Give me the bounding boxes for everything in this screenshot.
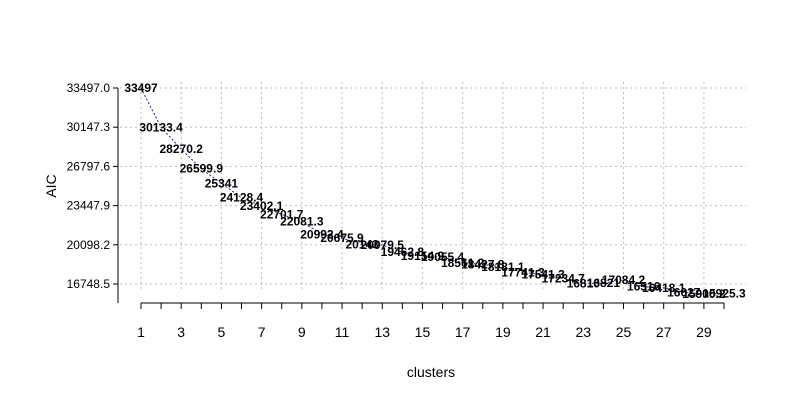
data-label: 15925.3 bbox=[702, 287, 746, 301]
axes: 16748.5 20098.2 23447.9 26797.6 30147.3 33497… bbox=[67, 81, 725, 340]
y-tick-label: 30147.3 bbox=[67, 120, 111, 134]
data-label: 16821 bbox=[587, 276, 621, 290]
x-tick-label: 19 bbox=[495, 324, 511, 340]
data-label: 23402.1 bbox=[240, 199, 284, 213]
data-label: 28270.2 bbox=[160, 142, 204, 156]
y-tick-label: 26797.6 bbox=[67, 159, 111, 173]
data-label: 20675.9 bbox=[320, 231, 364, 245]
x-tick-label: 29 bbox=[696, 324, 712, 340]
x-tick-label: 1 bbox=[137, 324, 145, 340]
data-label: 16810 bbox=[567, 276, 601, 290]
y-tick-label: 20098.2 bbox=[67, 238, 111, 252]
y-axis-title: AIC bbox=[43, 174, 59, 197]
x-tick-label: 9 bbox=[298, 324, 306, 340]
x-tick-label: 11 bbox=[335, 324, 350, 340]
x-tick-label: 17 bbox=[455, 324, 471, 340]
data-label: 18561.2 bbox=[441, 256, 485, 270]
x-tick-label: 13 bbox=[374, 324, 390, 340]
grid bbox=[120, 82, 746, 292]
data-label: 16516 bbox=[627, 280, 661, 294]
data-label: 30133.4 bbox=[139, 120, 183, 134]
x-axis-title: clusters bbox=[407, 364, 455, 380]
data-label: 17541.3 bbox=[521, 268, 565, 282]
y-tick-label: 23447.9 bbox=[67, 199, 111, 213]
x-tick-label: 3 bbox=[177, 324, 185, 340]
aic-series-line bbox=[140, 87, 725, 295]
x-tick-label: 25 bbox=[616, 324, 632, 340]
data-label: 19462.8 bbox=[381, 245, 425, 259]
data-label: 15900.2 bbox=[682, 287, 726, 301]
data-label: 16027 bbox=[667, 285, 701, 299]
data-label: 20143 bbox=[345, 237, 379, 251]
y-tick-label: 16748.5 bbox=[67, 277, 111, 291]
x-tick-label: 27 bbox=[656, 324, 672, 340]
series bbox=[140, 87, 725, 295]
data-label: 20079.5 bbox=[361, 238, 405, 252]
data-labels: 33497 30133.4 28270.2 26599.92534124128.423… bbox=[124, 81, 746, 301]
data-label: 16418.1 bbox=[642, 281, 686, 295]
data-label: 17234.7 bbox=[541, 271, 585, 285]
x-tick-label: 5 bbox=[218, 324, 226, 340]
data-label: 25341 bbox=[205, 176, 239, 190]
data-label: 17084.2 bbox=[602, 273, 646, 287]
data-label: 19055.4 bbox=[421, 250, 465, 264]
data-label: 18181.1 bbox=[481, 260, 525, 274]
x-tick-label: 7 bbox=[258, 324, 266, 340]
x-tick-label: 15 bbox=[415, 324, 431, 340]
data-label: 19154.9 bbox=[401, 249, 445, 263]
data-label: 20992.4 bbox=[300, 227, 344, 241]
data-label: 22701.7 bbox=[260, 207, 304, 221]
x-tick-label: 21 bbox=[535, 324, 551, 340]
data-label: 33497 bbox=[124, 81, 158, 95]
y-tick-label: 33497.0 bbox=[67, 81, 111, 95]
data-label: 24128.4 bbox=[220, 191, 264, 205]
data-label: 17741.3 bbox=[501, 265, 545, 279]
data-label: 26599.9 bbox=[180, 162, 224, 176]
data-label: 18427.8 bbox=[461, 257, 505, 271]
data-label: 22081.3 bbox=[280, 215, 324, 229]
x-tick-label: 23 bbox=[575, 324, 591, 340]
